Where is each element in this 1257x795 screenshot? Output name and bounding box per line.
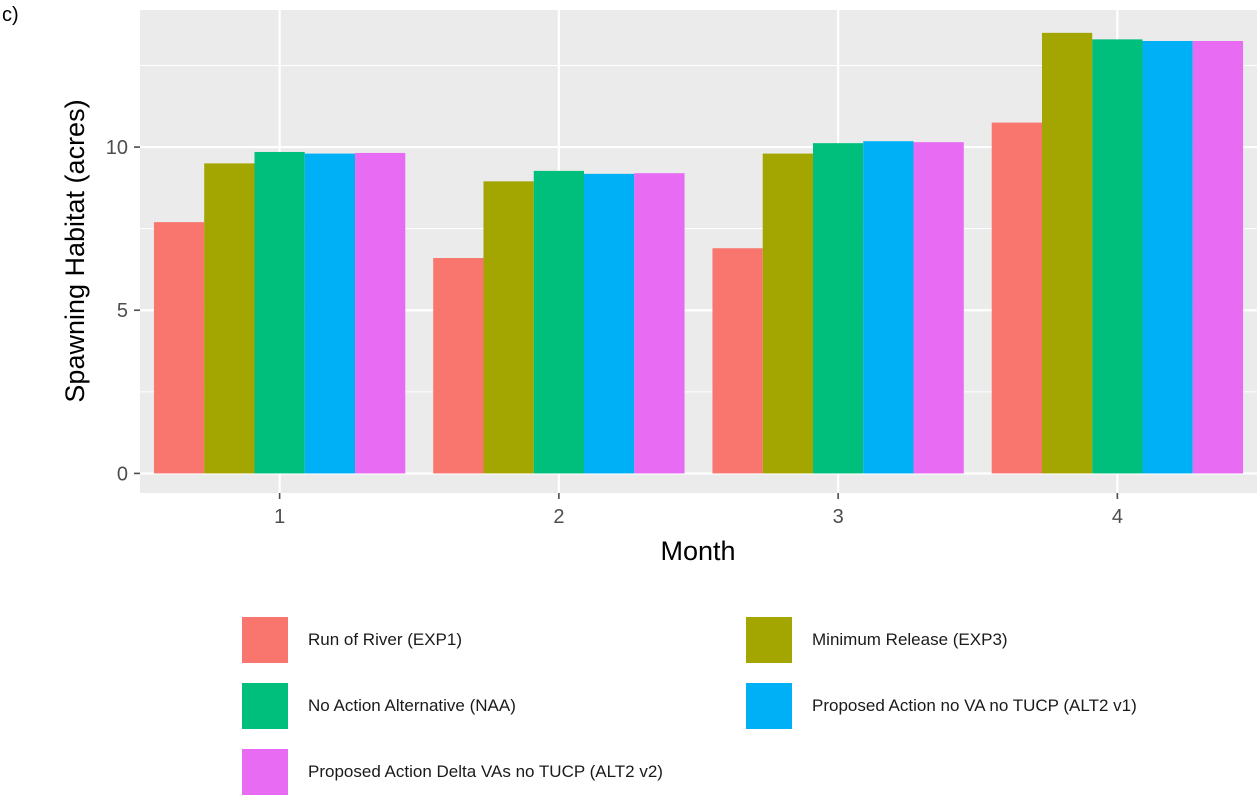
y-axis-title: Spawning Habitat (acres) [60, 99, 90, 402]
bar [584, 173, 635, 474]
x-axis-title: Month [660, 536, 735, 566]
panel-label: c) [2, 4, 19, 26]
legend-item-run-of-river: Run of River (EXP1) [242, 617, 462, 663]
x-tick-label: 4 [1112, 506, 1123, 528]
bar [1041, 32, 1093, 474]
bar [533, 170, 585, 474]
bar [355, 152, 406, 474]
y-axis: 0 5 10 [106, 137, 140, 485]
bar-chart: 0 5 10 1 2 3 4 Month Spawning Habitat (acres) [60, 10, 1257, 566]
legend-item-minimum-release: Minimum Release (EXP3) [746, 617, 1008, 663]
legend-label: No Action Alternative (NAA) [308, 696, 516, 715]
legend-item-alt2-v1: Proposed Action no VA no TUCP (ALT2 v1) [746, 683, 1137, 729]
y-tick-label: 10 [106, 137, 128, 159]
legend-swatch [242, 749, 288, 795]
bar [304, 153, 356, 474]
legend-label: Proposed Action Delta VAs no TUCP (ALT2 … [308, 762, 663, 781]
bar [762, 153, 813, 474]
bar [863, 141, 914, 474]
bar [913, 142, 964, 474]
bar [1142, 41, 1193, 474]
bar [812, 143, 864, 474]
bar [153, 222, 205, 474]
bar [483, 181, 534, 474]
legend-label: Proposed Action no VA no TUCP (ALT2 v1) [812, 696, 1137, 715]
y-tick-label: 0 [117, 463, 128, 485]
legend-item-no-action: No Action Alternative (NAA) [242, 683, 516, 729]
legend-swatch [746, 683, 792, 729]
bar [1092, 39, 1143, 474]
x-tick-label: 3 [833, 506, 844, 528]
legend-item-alt2-v2: Proposed Action Delta VAs no TUCP (ALT2 … [242, 749, 663, 795]
y-tick-label: 5 [117, 300, 128, 322]
bar [991, 122, 1042, 474]
legend-label: Run of River (EXP1) [308, 630, 462, 649]
legend-swatch [242, 683, 288, 729]
bar [254, 151, 305, 474]
legend-swatch [746, 617, 792, 663]
bars [153, 32, 1244, 474]
bar [204, 163, 255, 474]
x-tick-label: 1 [274, 506, 285, 528]
bar [433, 258, 484, 474]
legend-label: Minimum Release (EXP3) [812, 630, 1008, 649]
bar [712, 248, 763, 474]
bar [634, 173, 685, 474]
bar [1192, 41, 1244, 474]
x-axis: 1 2 3 4 [274, 493, 1123, 528]
x-tick-label: 2 [553, 506, 564, 528]
legend-swatch [242, 617, 288, 663]
